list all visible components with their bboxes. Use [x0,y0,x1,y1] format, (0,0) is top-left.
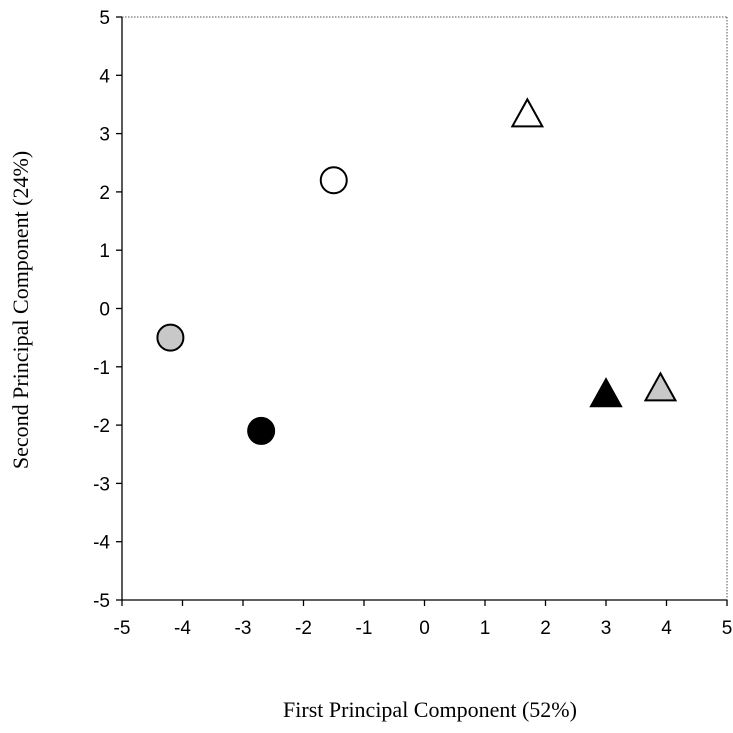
y-tick-label: 1 [99,241,110,262]
y-tick-label: 0 [99,300,110,321]
x-tick-label: 4 [661,618,672,639]
x-tick-label: 5 [722,618,733,639]
x-tick-label: 0 [419,618,430,639]
y-tick-label: 4 [99,66,110,87]
y-tick-label: 3 [99,125,110,146]
data-point-circle [156,323,185,352]
y-tick-label: -5 [93,591,110,612]
data-point-circle [247,416,276,445]
x-tick-label: -1 [356,618,373,639]
y-tick-label: -1 [93,358,110,379]
x-tick-label: -4 [174,618,191,639]
y-tick-label: 5 [99,8,110,29]
x-tick-label: 2 [540,618,551,639]
y-tick-label: -4 [93,533,110,554]
x-tick-label: 3 [601,618,612,639]
y-tick-label: -2 [93,416,110,437]
x-axis-title: First Principal Component (52%) [283,697,577,722]
data-point-triangle [589,377,623,408]
x-tick-label: -5 [114,618,131,639]
x-tick-label: 1 [480,618,491,639]
data-point-circle [319,166,348,195]
x-tick-label: -3 [235,618,252,639]
y-tick-label: 2 [99,183,110,204]
x-tick-label: -2 [295,618,312,639]
y-axis-title: Second Principal Component (24%) [8,151,33,469]
y-tick-label: -3 [93,474,110,495]
data-point-triangle [510,97,545,128]
data-point-triangle [643,371,678,402]
